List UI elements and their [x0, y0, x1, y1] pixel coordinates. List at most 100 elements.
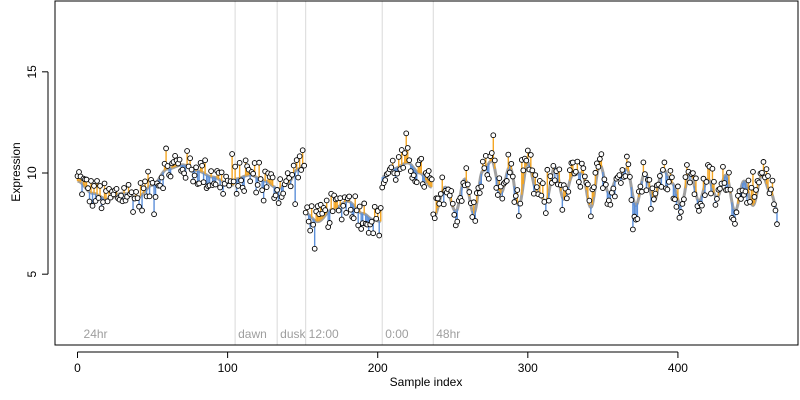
data-point: [130, 209, 136, 215]
data-point: [490, 132, 497, 139]
y-tick-label: 10: [25, 166, 39, 180]
data-point: [750, 168, 756, 175]
data-point: [95, 195, 102, 201]
data-point: [637, 183, 644, 190]
data-point: [187, 155, 193, 162]
data-point: [437, 191, 444, 197]
data-point: [352, 193, 359, 200]
data-point: [305, 218, 312, 225]
data-point: [91, 183, 97, 189]
data-point: [167, 173, 174, 180]
data-point: [136, 203, 142, 210]
data-point: [139, 207, 145, 214]
data-point: [404, 145, 411, 151]
phase-label: 0:00: [385, 327, 409, 341]
data-point: [630, 226, 636, 233]
data-point: [247, 178, 253, 185]
data-point: [310, 221, 317, 228]
data-point: [250, 170, 256, 177]
data-point: [388, 164, 395, 171]
data-point: [559, 207, 566, 213]
data-point: [158, 174, 165, 181]
data-point: [532, 172, 539, 178]
data-point: [745, 177, 752, 184]
data-point: [642, 171, 648, 177]
data-point: [714, 196, 720, 202]
data-point: [515, 213, 522, 219]
data-point: [434, 195, 441, 202]
data-point: [699, 202, 705, 209]
data-point: [307, 227, 314, 234]
data-point: [218, 169, 225, 176]
data-point: [298, 167, 305, 173]
data-point: [296, 153, 303, 160]
data-point: [101, 180, 108, 187]
y-axis-label: Expression: [9, 142, 23, 201]
data-point: [202, 157, 208, 164]
data-point: [469, 214, 476, 220]
data-point: [772, 207, 779, 214]
data-point: [151, 211, 157, 218]
data-point: [256, 159, 262, 166]
data-point: [576, 179, 582, 185]
data-point: [542, 210, 549, 216]
data-point: [708, 190, 714, 197]
data-point: [732, 221, 738, 227]
data-point: [319, 210, 326, 217]
data-point: [646, 176, 653, 183]
data-point: [86, 198, 93, 205]
data-point: [768, 186, 774, 193]
data-point: [275, 200, 282, 206]
data-point: [394, 170, 401, 177]
data-point: [160, 185, 166, 192]
data-point: [574, 158, 581, 165]
x-tick-label: 400: [668, 361, 688, 375]
data-point: [610, 185, 617, 192]
data-point: [269, 174, 276, 181]
data-point: [676, 214, 683, 221]
x-tick-label: 200: [368, 361, 388, 375]
data-point: [508, 160, 515, 167]
data-point: [217, 184, 223, 191]
data-point: [679, 201, 686, 207]
data-point: [612, 193, 618, 200]
x-axis-label: Sample index: [390, 375, 463, 389]
data-point: [733, 209, 740, 216]
phase-label: dusk: [280, 327, 306, 341]
data-point: [523, 157, 530, 164]
data-point: [322, 207, 329, 213]
data-point: [506, 169, 513, 176]
data-point: [622, 173, 629, 179]
data-point: [669, 174, 675, 181]
data-point: [85, 185, 91, 191]
data-point: [597, 156, 603, 162]
data-point: [726, 169, 732, 176]
data-point: [259, 187, 265, 194]
data-point: [274, 187, 280, 193]
data-point: [753, 187, 759, 193]
data-point: [254, 182, 261, 188]
data-point: [355, 222, 362, 229]
data-point: [208, 168, 214, 174]
data-point: [382, 177, 389, 183]
data-point: [640, 159, 647, 166]
phase-label: dawn: [238, 327, 267, 341]
data-point: [94, 178, 100, 184]
data-point: [188, 166, 195, 173]
data-point: [152, 194, 159, 200]
data-point: [711, 178, 717, 185]
data-point: [702, 192, 708, 199]
data-point: [595, 164, 602, 170]
data-point: [301, 162, 308, 169]
data-point: [691, 191, 698, 198]
phase-label: 12:00: [309, 327, 339, 341]
data-point: [514, 187, 521, 193]
data-point: [290, 162, 297, 169]
data-point: [361, 200, 368, 207]
data-point: [163, 145, 169, 152]
data-point: [667, 167, 674, 174]
data-point: [229, 151, 235, 157]
data-point: [79, 191, 85, 198]
data-point: [618, 180, 624, 186]
